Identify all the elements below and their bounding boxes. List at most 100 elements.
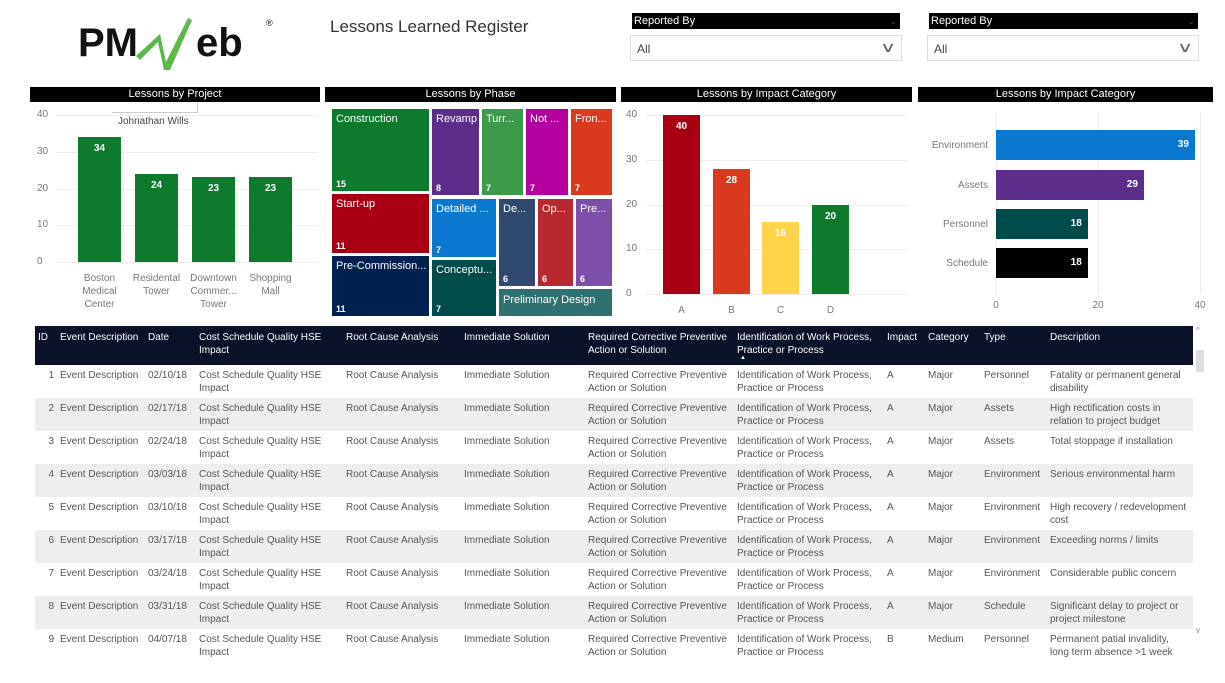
tile-label: De... [503, 203, 527, 215]
table-row[interactable]: 3 Event Description 02/24/18 Cost Schedule … [35, 431, 1193, 464]
bar[interactable] [812, 204, 849, 294]
data-label: 23 [207, 183, 220, 195]
table-row[interactable]: 4 Event Description 03/03/18 Cost Schedule … [35, 464, 1193, 497]
chevron-down-icon: ∨ [1176, 39, 1194, 55]
svg-text:®: ® [266, 18, 273, 28]
treemap-tile[interactable]: Preliminary Design [498, 288, 613, 317]
table-cell: 3 [48, 436, 54, 447]
bar[interactable] [996, 130, 1195, 160]
treemap-tile[interactable]: Pre-Commission... 11 [331, 255, 430, 317]
x-tick-label: 0 [993, 300, 999, 311]
table-cell: Cost Schedule Quality HSE Impact [199, 370, 322, 394]
column-header[interactable]: Cost Schedule Quality HSE Impact [199, 332, 322, 356]
table-cell: 7 [48, 568, 54, 579]
table-cell: Required Corrective Preventive Action or… [588, 502, 727, 526]
table-cell: Significant delay to project or project … [1050, 601, 1179, 625]
gridline [56, 225, 318, 227]
table-cell: 1 [48, 370, 54, 381]
column-header[interactable]: Event Description [60, 332, 139, 343]
tile-value: 7 [530, 183, 536, 193]
table-cell: Immediate Solution [464, 634, 550, 645]
table-cell: Environment [984, 535, 1041, 546]
bar[interactable] [192, 177, 235, 262]
scroll-up-icon[interactable]: ^ [1196, 326, 1200, 335]
table-row[interactable]: 5 Event Description 03/10/18 Cost Schedule … [35, 497, 1193, 530]
y-tick-label: 30 [626, 153, 638, 165]
y-tick-label: 10 [626, 243, 638, 255]
tile-value: 8 [436, 183, 442, 193]
bar[interactable] [78, 137, 121, 262]
table-row[interactable]: 7 Event Description 03/24/18 Cost Schedule … [35, 563, 1193, 596]
table-cell: A [887, 568, 894, 579]
slicer-header-reported-by: Reported By ⌄ [929, 13, 1198, 29]
table-cell: Exceeding norms / limits [1050, 535, 1159, 546]
tile-label: Preliminary Design [503, 294, 596, 306]
table-cell: Required Corrective Preventive Action or… [588, 370, 727, 394]
category-label: A [678, 305, 685, 316]
category-label: D [826, 305, 835, 316]
x-tick-label: 20 [1092, 300, 1104, 311]
slicer-header-reported-by: Reported By ⌄ [632, 13, 900, 29]
reported-by-dropdown[interactable]: All ∨ [927, 35, 1199, 61]
scroll-thumb[interactable] [1196, 350, 1204, 372]
table-row[interactable]: 8 Event Description 03/31/18 Cost Schedule … [35, 596, 1193, 629]
bar[interactable] [996, 248, 1088, 278]
column-header[interactable]: Description [1050, 332, 1101, 343]
table-cell: 02/17/18 [148, 403, 187, 414]
scroll-down-icon[interactable]: v [1196, 626, 1200, 635]
bar[interactable] [762, 222, 799, 294]
treemap-tile[interactable]: De... 6 [498, 198, 536, 287]
treemap-tile[interactable]: Turr... 7 [481, 108, 524, 196]
table-cell: Root Cause Analysis [346, 403, 439, 414]
table-scrollbar[interactable]: ^ v [1195, 326, 1205, 656]
table-cell: Immediate Solution [464, 502, 550, 513]
bar[interactable] [135, 173, 178, 262]
bar[interactable] [996, 170, 1144, 200]
table-cell: Identification of Work Process, Practice… [737, 436, 872, 460]
treemap-tile[interactable]: Detailed ... 7 [431, 198, 497, 258]
column-header[interactable]: ID [38, 332, 48, 343]
y-tick-label: 20 [37, 182, 49, 194]
table-cell: 04/07/18 [148, 634, 187, 645]
column-header[interactable]: Required Corrective Preventive Action or… [588, 332, 727, 356]
column-header[interactable]: Identification of Work Process, Practice… [737, 332, 872, 356]
table-cell: Required Corrective Preventive Action or… [588, 634, 727, 658]
treemap-tile[interactable]: Conceptu... 7 [431, 259, 497, 317]
treemap-tile[interactable]: Fron... 7 [570, 108, 613, 196]
column-header[interactable]: Root Cause Analysis [346, 332, 439, 343]
treemap-tile[interactable]: Start-up 11 [331, 193, 430, 254]
table-row[interactable]: 2 Event Description 02/17/18 Cost Schedule … [35, 398, 1193, 431]
table-cell: Event Description [60, 568, 139, 579]
gridline [56, 188, 318, 190]
column-header[interactable]: Immediate Solution [464, 332, 550, 343]
column-header[interactable]: Type [984, 332, 1006, 343]
column-header[interactable]: Date [148, 332, 170, 343]
bar[interactable] [996, 209, 1088, 239]
table-cell: Identification of Work Process, Practice… [737, 568, 872, 592]
column-header[interactable]: Impact [887, 332, 918, 343]
treemap-tile[interactable]: Revamp 8 [431, 108, 480, 196]
table-row[interactable]: 6 Event Description 03/17/18 Cost Schedule … [35, 530, 1193, 563]
table-row[interactable]: 9 Event Description 04/07/18 Cost Schedule … [35, 629, 1193, 662]
bar[interactable] [663, 115, 700, 294]
table-cell: Identification of Work Process, Practice… [737, 370, 872, 394]
table-cell: Identification of Work Process, Practice… [737, 502, 872, 526]
data-label: 40 [675, 121, 688, 132]
table-cell: Cost Schedule Quality HSE Impact [199, 568, 322, 592]
bar[interactable] [249, 177, 292, 262]
treemap-tile[interactable]: Not ... 7 [525, 108, 569, 196]
treemap-tile[interactable]: Op... 6 [537, 198, 574, 287]
gridline [1200, 112, 1201, 294]
column-header[interactable]: Category [928, 332, 969, 343]
bar[interactable] [713, 168, 750, 294]
treemap-tile[interactable]: Pre... 6 [575, 198, 613, 287]
treemap-tile[interactable]: Construction 15 [331, 108, 430, 192]
category-label: Schedule [946, 258, 988, 269]
category-label: B [728, 305, 735, 316]
table-cell: Personnel [984, 634, 1030, 645]
category-label: Environment [931, 140, 988, 151]
table-cell: A [887, 370, 894, 381]
table-row[interactable]: 1 Event Description 02/10/18 Cost Schedule … [35, 365, 1193, 398]
reported-by-dropdown[interactable]: All ∨ [630, 35, 902, 61]
chevron-down-icon: ⌄ [1187, 16, 1195, 26]
